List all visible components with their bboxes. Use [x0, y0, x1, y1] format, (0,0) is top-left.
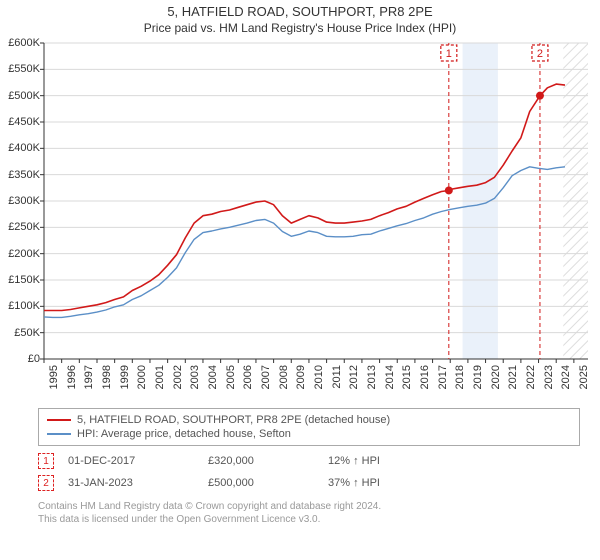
price-chart: 1 2 £0 £50K £100K £150K £200K £250K £300K £350K £…	[0, 37, 600, 402]
sale-price: £500,000	[208, 477, 328, 489]
sale-marker: 2	[38, 475, 54, 491]
page-title: 5, HATFIELD ROAD, SOUTHPORT, PR8 2PE	[0, 4, 600, 19]
y-axis-label: £150K	[2, 274, 40, 286]
table-row: 2 31-JAN-2023£500,00037% ↑ HPI	[38, 472, 580, 494]
y-axis-label: £350K	[2, 169, 40, 181]
y-axis-label: £300K	[2, 195, 40, 207]
footer-attribution: Contains HM Land Registry data © Crown c…	[38, 500, 580, 526]
x-axis-label: 2025	[578, 365, 600, 389]
legend-label: 5, HATFIELD ROAD, SOUTHPORT, PR8 2PE (de…	[77, 414, 390, 426]
svg-text:1: 1	[446, 48, 452, 60]
sale-hpi-delta: 37% ↑ HPI	[328, 477, 448, 489]
sale-marker: 1	[38, 453, 54, 469]
y-axis-label: £450K	[2, 116, 40, 128]
legend-item: 5, HATFIELD ROAD, SOUTHPORT, PR8 2PE (de…	[47, 413, 571, 427]
y-axis-label: £200K	[2, 248, 40, 260]
y-axis-label: £600K	[2, 37, 40, 49]
legend-item: HPI: Average price, detached house, Seft…	[47, 427, 571, 441]
sales-table: 1 01-DEC-2017£320,00012% ↑ HPI 2 31-JAN-202…	[38, 450, 580, 494]
y-axis-label: £50K	[2, 327, 40, 339]
legend-label: HPI: Average price, detached house, Seft…	[77, 428, 291, 440]
y-axis-label: £250K	[2, 221, 40, 233]
sale-date: 01-DEC-2017	[68, 455, 208, 467]
sale-date: 31-JAN-2023	[68, 477, 208, 489]
sale-price: £320,000	[208, 455, 328, 467]
y-axis-label: £500K	[2, 90, 40, 102]
svg-text:2: 2	[537, 48, 543, 60]
legend-swatch	[47, 433, 71, 435]
sale-hpi-delta: 12% ↑ HPI	[328, 455, 448, 467]
page-subtitle: Price paid vs. HM Land Registry's House …	[0, 21, 600, 35]
legend-swatch	[47, 419, 71, 421]
y-axis-label: £100K	[2, 300, 40, 312]
footer-line-1: Contains HM Land Registry data © Crown c…	[38, 500, 580, 513]
y-axis-label: £400K	[2, 142, 40, 154]
footer-line-2: This data is licensed under the Open Gov…	[38, 513, 580, 526]
table-row: 1 01-DEC-2017£320,00012% ↑ HPI	[38, 450, 580, 472]
y-axis-label: £550K	[2, 63, 40, 75]
y-axis-label: £0	[2, 353, 40, 365]
legend: 5, HATFIELD ROAD, SOUTHPORT, PR8 2PE (de…	[38, 408, 580, 446]
